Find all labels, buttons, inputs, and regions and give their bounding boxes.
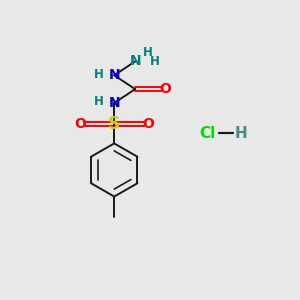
Text: O: O xyxy=(159,82,171,96)
Text: H: H xyxy=(143,46,153,59)
Text: Cl: Cl xyxy=(199,125,215,140)
Text: N: N xyxy=(108,96,120,110)
Text: H: H xyxy=(150,55,160,68)
Text: O: O xyxy=(143,117,154,131)
Text: N: N xyxy=(108,68,120,82)
Text: H: H xyxy=(94,95,104,108)
Text: H: H xyxy=(94,68,104,81)
Text: O: O xyxy=(74,117,86,131)
Text: S: S xyxy=(108,115,120,133)
Text: N: N xyxy=(129,54,141,68)
Text: H: H xyxy=(235,125,247,140)
